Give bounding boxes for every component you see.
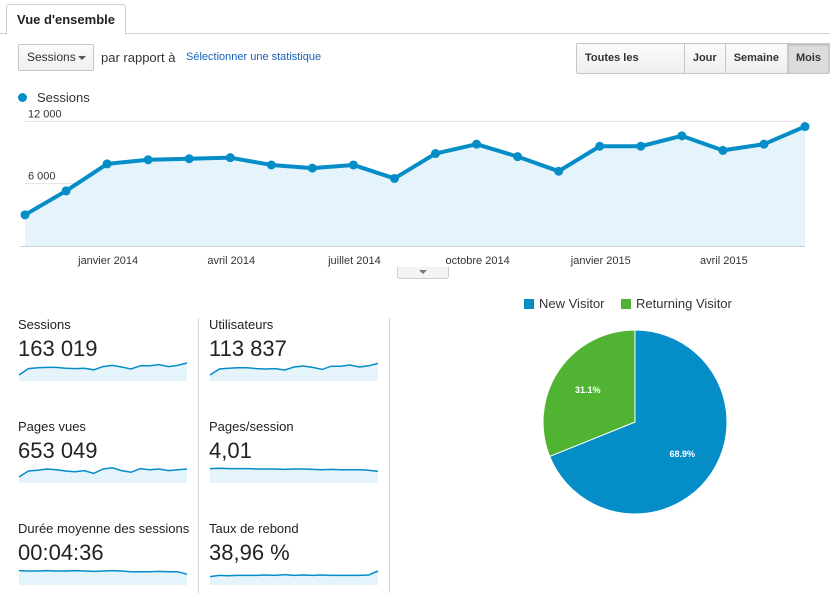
granularity-month-button[interactable]: Mois (787, 44, 829, 73)
sparkline-line (209, 362, 379, 376)
metric-label: Sessions (18, 317, 71, 332)
metric-tile-pageviews[interactable]: Pages vues 653 049 (18, 419, 190, 511)
compare-label: par rapport à (101, 50, 176, 65)
data-point[interactable] (184, 154, 194, 164)
pie-slice-label: 31.1% (575, 385, 601, 395)
returning-visitor-legend-swatch (621, 299, 631, 309)
data-point[interactable] (307, 163, 317, 173)
sparkline-line (209, 467, 379, 473)
x-tick-label: juillet 2014 (327, 255, 381, 267)
chart-collapse-handle[interactable] (397, 267, 449, 279)
sparkline-line (18, 569, 188, 575)
select-metric-link[interactable]: Sélectionner une statistique (186, 51, 322, 63)
returning-visitor-legend-label[interactable]: Returning Visitor (636, 296, 732, 311)
sparkline-area (19, 363, 187, 381)
data-point[interactable] (348, 160, 358, 170)
metric-select[interactable]: Sessions (18, 44, 94, 71)
sparkline-area (19, 467, 187, 483)
sparkline (209, 362, 379, 381)
visitor-type-pie-chart: 68.9% 31.1% (542, 329, 728, 515)
metric-tile-sessions[interactable]: Sessions 163 019 (18, 317, 190, 409)
tab-strip-divider (0, 33, 830, 34)
sparkline (18, 569, 188, 585)
tab-overview[interactable]: Vue d'ensemble (6, 4, 126, 35)
data-point[interactable] (266, 160, 276, 170)
data-point[interactable] (636, 141, 646, 151)
metric-value: 4,01 (209, 438, 252, 463)
y-tick-label: 6 000 (28, 171, 56, 183)
new-visitor-legend-swatch (524, 299, 534, 309)
pie-slice-returning-visitor[interactable] (542, 329, 636, 458)
data-point[interactable] (677, 131, 687, 141)
metric-value: 163 019 (18, 336, 98, 361)
metric-value: 38,96 % (209, 540, 290, 565)
sparkline-line (18, 467, 188, 478)
sparkline (18, 467, 188, 483)
sparkline (18, 362, 188, 381)
new-visitor-legend-label[interactable]: New Visitor (539, 296, 605, 311)
pie-slice-new-visitor[interactable] (549, 329, 728, 515)
data-point[interactable] (143, 155, 153, 165)
metric-tile-bounce-rate[interactable]: Taux de rebond 38,96 % (209, 521, 381, 613)
metric-value: 653 049 (18, 438, 98, 463)
metric-label: Taux de rebond (209, 521, 299, 536)
metric-value: 00:04:36 (18, 540, 104, 565)
data-point[interactable] (389, 173, 399, 183)
granularity-hourly-button[interactable]: Toutes les heures (577, 44, 685, 73)
sparkline-area (210, 571, 378, 585)
sparkline (209, 570, 379, 585)
data-point[interactable] (759, 139, 769, 149)
data-point[interactable] (431, 149, 441, 159)
data-point[interactable] (513, 152, 523, 162)
data-point[interactable] (800, 122, 810, 132)
metric-label: Pages/session (209, 419, 294, 434)
sparkline-area (210, 363, 378, 381)
sessions-legend-dot (18, 93, 27, 102)
pie-slice-label: 68.9% (670, 449, 696, 459)
data-point[interactable] (61, 186, 71, 196)
sessions-area (25, 126, 805, 246)
data-point[interactable] (20, 210, 30, 220)
x-tick-label: avril 2014 (207, 255, 255, 267)
caret-down-icon (78, 56, 86, 60)
metric-tile-pages-per-session[interactable]: Pages/session 4,01 (209, 419, 381, 511)
data-point[interactable] (718, 145, 728, 155)
x-tick-label: avril 2015 (700, 255, 748, 267)
sparkline (209, 467, 379, 483)
sparkline-area (19, 570, 187, 585)
metric-select-value: Sessions (27, 50, 76, 64)
tile-divider (389, 318, 390, 593)
sparkline-area (210, 468, 378, 483)
data-point[interactable] (554, 166, 564, 176)
metric-tile-users[interactable]: Utilisateurs 113 837 (209, 317, 381, 409)
sparkline-line (209, 570, 379, 578)
metric-tile-avg-session-duration[interactable]: Durée moyenne des sessions 00:04:36 (18, 521, 190, 613)
x-tick-label: octobre 2014 (445, 255, 509, 267)
x-tick-label: janvier 2015 (570, 255, 631, 267)
metric-label: Durée moyenne des sessions (18, 521, 190, 536)
metric-label: Pages vues (18, 419, 86, 434)
x-tick-label: janvier 2014 (77, 255, 138, 267)
data-point[interactable] (472, 139, 482, 149)
sessions-legend-label[interactable]: Sessions (37, 90, 90, 105)
granularity-day-button[interactable]: Jour (684, 44, 726, 73)
sparkline-line (18, 362, 188, 376)
sessions-line (23, 124, 806, 217)
metric-label: Utilisateurs (209, 317, 274, 332)
sessions-line-chart: 12 000 6 000 janvier 2014 avril 2014 juille… (20, 108, 810, 267)
granularity-toggle: Toutes les heures Jour Semaine Mois (576, 43, 830, 74)
data-point[interactable] (595, 141, 605, 151)
y-tick-label: 12 000 (28, 108, 62, 120)
metric-value: 113 837 (209, 336, 287, 361)
tile-divider (198, 318, 199, 593)
granularity-week-button[interactable]: Semaine (725, 44, 788, 73)
chevron-down-icon (419, 270, 427, 274)
data-point[interactable] (102, 159, 112, 169)
data-point[interactable] (225, 153, 235, 163)
